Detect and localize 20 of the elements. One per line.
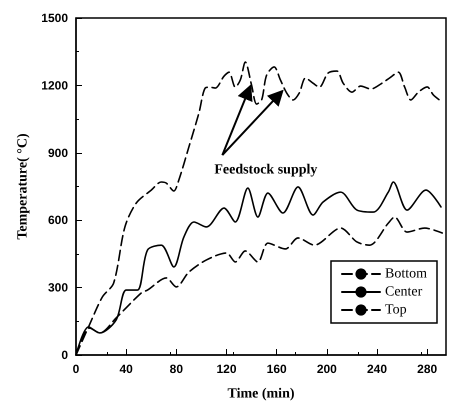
- x-tick-label: 200: [316, 362, 338, 376]
- x-tick-label: 40: [119, 362, 134, 376]
- annotation: Feedstock supply: [214, 162, 318, 178]
- y-tick-label: 1500: [41, 11, 68, 25]
- x-tick-label: 80: [170, 362, 184, 376]
- y-tick-label: 1200: [41, 78, 68, 92]
- legend-label: Center: [384, 284, 423, 300]
- y-axis-title: Temperature( °C): [16, 133, 30, 240]
- x-tick-label: 280: [417, 362, 438, 376]
- y-tick-label: 600: [48, 213, 68, 228]
- x-tick-label: 160: [266, 362, 288, 376]
- x-tick-label: 240: [367, 362, 388, 376]
- y-tick-label: 300: [48, 280, 68, 295]
- y-tick-label: 900: [48, 146, 68, 160]
- y-tick-label: 0: [61, 348, 68, 362]
- x-tick-label: 0: [72, 362, 80, 376]
- x-tick-label: 120: [216, 362, 237, 376]
- legend-label: Top: [384, 302, 407, 318]
- legend-label: Bottom: [384, 266, 428, 282]
- x-axis-title: Time (min): [227, 386, 295, 402]
